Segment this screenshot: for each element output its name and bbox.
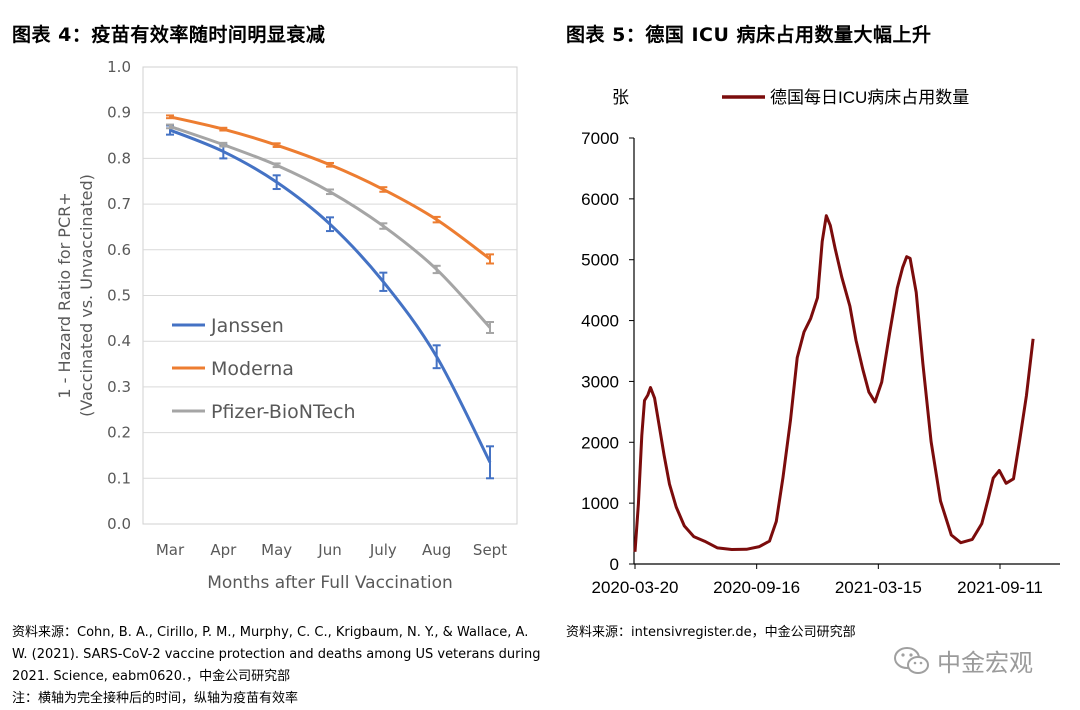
icu-occupancy-chart: 0 1000 2000 3000 4000 5000 6000 7000 2020-03-20 2… (581, 88, 1060, 597)
y-tick-label: 0.1 (107, 469, 131, 487)
source-note-left: 资料来源：Cohn, B. A., Cirillo, P. M., Murphy… (12, 622, 552, 710)
series-line-icu (633, 214, 1035, 552)
x-tick-label: Jun (317, 541, 341, 559)
y-tick-label: 0.4 (107, 332, 131, 350)
y-tick-label: 0.2 (107, 424, 131, 442)
x-tick-label: July (369, 541, 397, 559)
y-axis-label-line2: (Vaccinated vs. Unvaccinated) (77, 174, 96, 417)
series-line-0 (169, 128, 492, 463)
source-note-right: 资料来源：intensivregister.de，中金公司研究部 (566, 625, 856, 640)
x-tick-label: 2021-03-15 (835, 578, 922, 597)
y-tick-label: 0.7 (107, 195, 131, 213)
x-tick-label: 2020-09-16 (713, 578, 800, 597)
chart-title-left: 图表 4：疫苗有效率随时间明显衰减 (12, 24, 326, 46)
x-tick-label: Aug (422, 541, 451, 559)
legend-label: 德国每日ICU病床占用数量 (770, 88, 969, 107)
y-tick-label: 0.0 (107, 515, 131, 533)
x-tick-label: Sept (473, 541, 507, 559)
source-left-note: 注：横轴为完全接种后的时间，纵轴为疫苗有效率 (12, 691, 299, 706)
y-tick-label: 0.9 (107, 104, 131, 122)
x-tick-label: 2020-03-20 (592, 578, 679, 597)
watermark: 中金宏观 (893, 643, 1033, 678)
source-left-line2: W. (2021). SARS-CoV-2 vaccine protection… (12, 647, 541, 662)
y-tick-label: 0.6 (107, 241, 131, 259)
y-tick-label: 3000 (581, 372, 619, 391)
y-axis-label: 1 - Hazard Ratio for PCR+ (Vaccinated vs.… (55, 174, 96, 417)
y-tick-label: 0 (610, 555, 619, 574)
wechat-icon (894, 646, 929, 674)
legend-label-1: Moderna (211, 358, 294, 380)
y-tick-label: 0.5 (107, 287, 131, 305)
legend-label-0: Janssen (210, 315, 284, 337)
y-tick-label: 5000 (581, 251, 619, 270)
chart-title-right: 图表 5：德国 ICU 病床占用数量大幅上升 (566, 24, 932, 46)
x-tick-label: 2021-09-11 (957, 578, 1043, 597)
x-axis-label: Months after Full Vaccination (207, 573, 453, 593)
legend-label-2: Pfizer-BioNTech (211, 401, 356, 423)
x-tick-label: May (261, 541, 292, 559)
y-unit-label: 张 (612, 88, 629, 107)
source-left-line3: 2021. Science, eabm0620.，中金公司研究部 (12, 669, 291, 684)
y-tick-label: 0.8 (107, 149, 131, 167)
source-left-line1: 资料来源：Cohn, B. A., Cirillo, P. M., Murphy… (12, 625, 529, 640)
y-tick-label: 2000 (581, 433, 619, 452)
y-tick-label: 1.0 (107, 58, 131, 76)
y-tick-label: 4000 (581, 312, 619, 331)
y-tick-label: 1000 (581, 494, 619, 513)
y-tick-label: 6000 (581, 190, 619, 209)
y-axis-label-line1: 1 - Hazard Ratio for PCR+ (55, 192, 74, 398)
vaccine-efficacy-chart: 0.0 0.1 0.2 0.3 0.4 0.5 0.6 0.7 0.8 0.9 1.0 Mar Apr M… (55, 58, 518, 593)
y-tick-label: 0.3 (107, 378, 131, 396)
x-tick-label: Mar (156, 541, 185, 559)
x-tick-label: Apr (210, 541, 237, 559)
y-tick-label: 7000 (581, 129, 619, 148)
watermark-text: 中金宏观 (937, 649, 1033, 677)
